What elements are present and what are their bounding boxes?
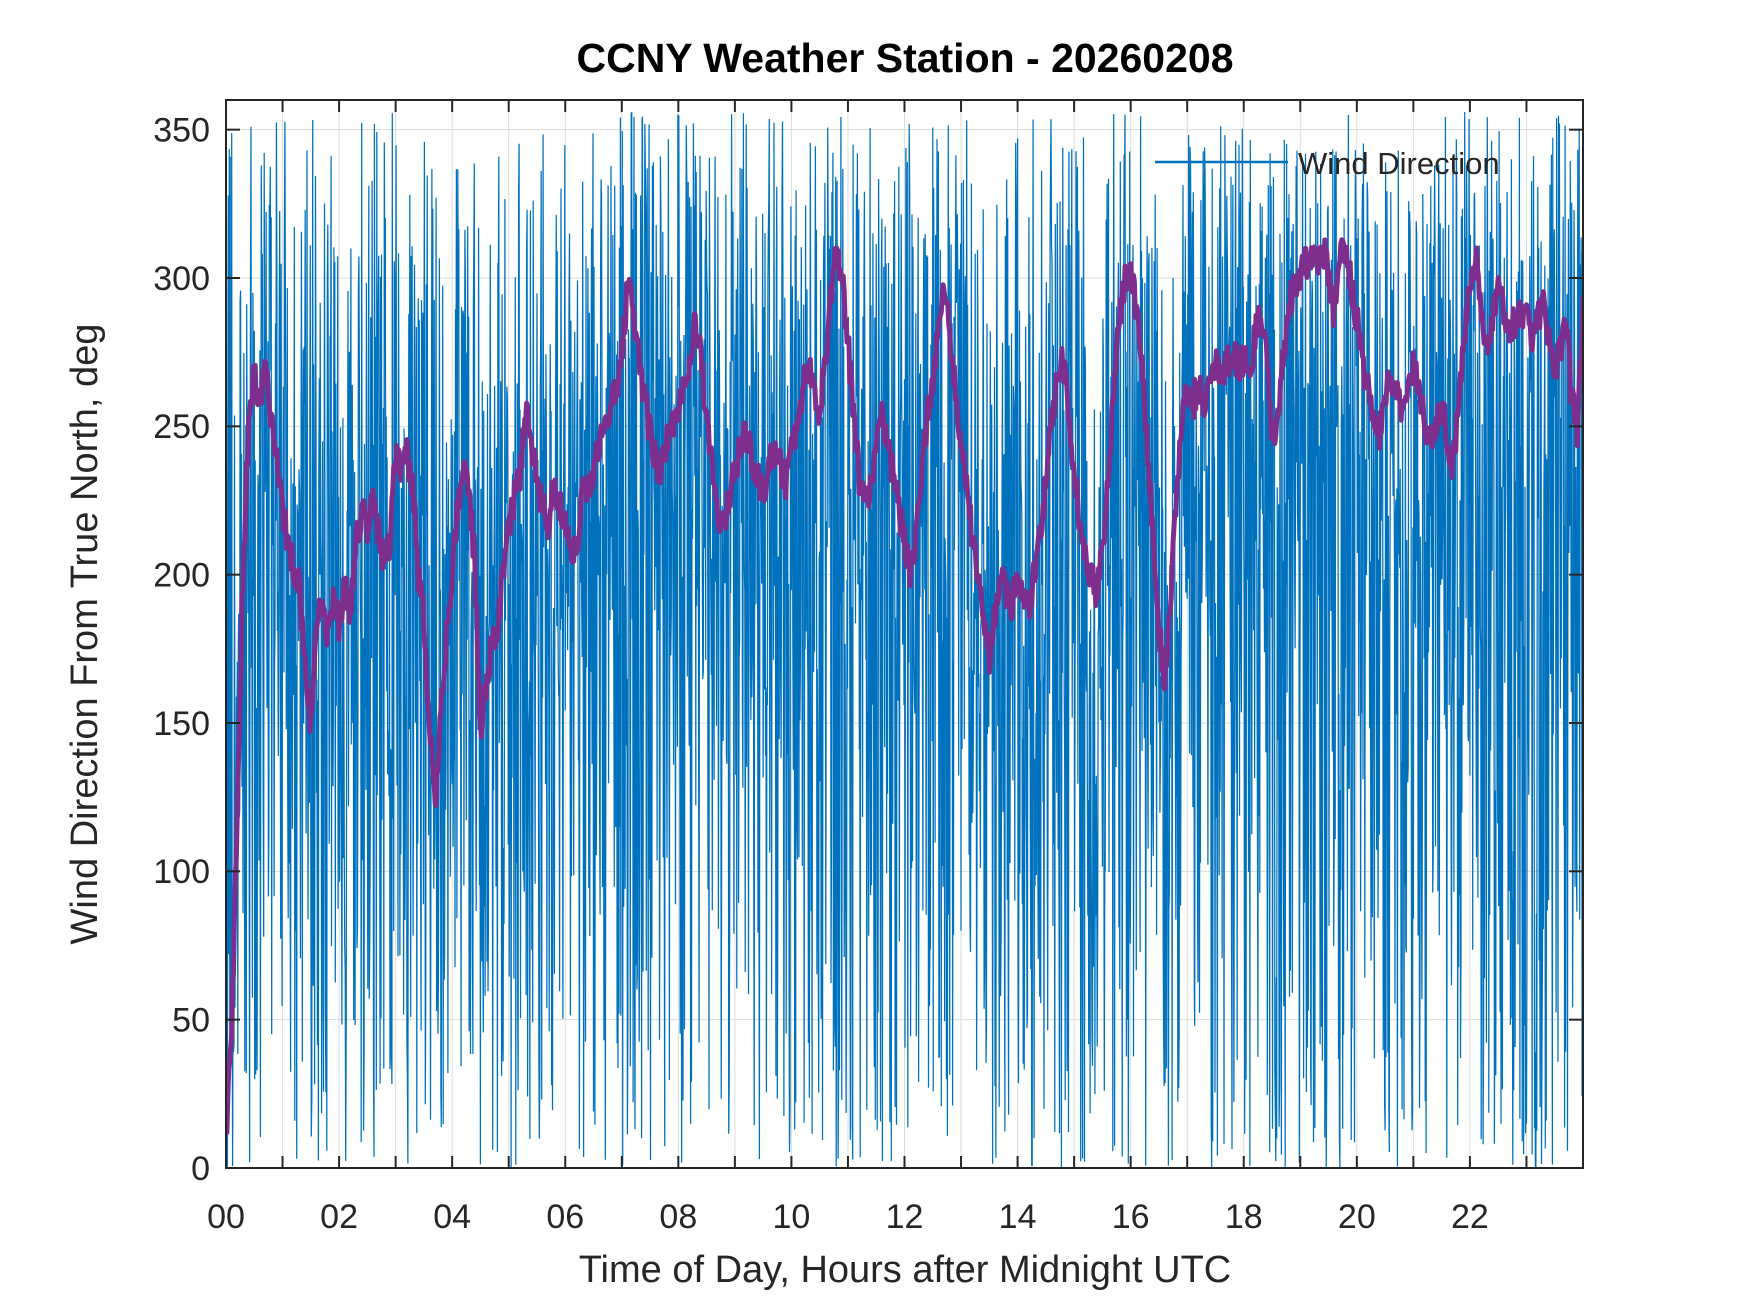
x-tick-label: 00 — [207, 1198, 245, 1236]
tick-label-layer: 00 02 04 06 08 10 12 14 16 18 20 22 0 50 100 150 200 250 3… — [153, 112, 1489, 1236]
x-tick-label: 18 — [1225, 1198, 1263, 1236]
y-tick-label: 150 — [153, 705, 210, 743]
y-tick-label: 0 — [191, 1150, 210, 1188]
y-tick-label: 200 — [153, 557, 210, 595]
x-tick-label: 20 — [1338, 1198, 1376, 1236]
x-tick-label: 04 — [433, 1198, 471, 1236]
x-tick-label: 02 — [320, 1198, 358, 1236]
x-tick-label: 06 — [546, 1198, 584, 1236]
data-layer — [226, 111, 1583, 1168]
y-tick-label: 50 — [172, 1002, 210, 1040]
raw-series-line — [226, 111, 1583, 1168]
chart-title: CCNY Weather Station - 20260208 — [576, 35, 1233, 81]
x-tick-label: 10 — [773, 1198, 811, 1236]
x-tick-label: 14 — [999, 1198, 1037, 1236]
y-axis-label: Wind Direction From True North, deg — [64, 324, 106, 945]
y-tick-label: 250 — [153, 408, 210, 446]
legend-label: Wind Direction — [1298, 146, 1500, 181]
x-tick-label: 08 — [659, 1198, 697, 1236]
y-tick-label: 350 — [153, 112, 210, 150]
axis-layer — [225, 99, 1584, 1169]
x-tick-label: 22 — [1451, 1198, 1489, 1236]
x-tick-label: 16 — [1112, 1198, 1150, 1236]
y-tick-label: 100 — [153, 853, 210, 891]
x-tick-label: 12 — [886, 1198, 924, 1236]
smoothed-series-line — [226, 237, 1583, 1136]
y-tick-label: 300 — [153, 260, 210, 298]
x-axis-label: Time of Day, Hours after Midnight UTC — [579, 1249, 1232, 1291]
legend: Wind Direction — [1155, 146, 1500, 181]
